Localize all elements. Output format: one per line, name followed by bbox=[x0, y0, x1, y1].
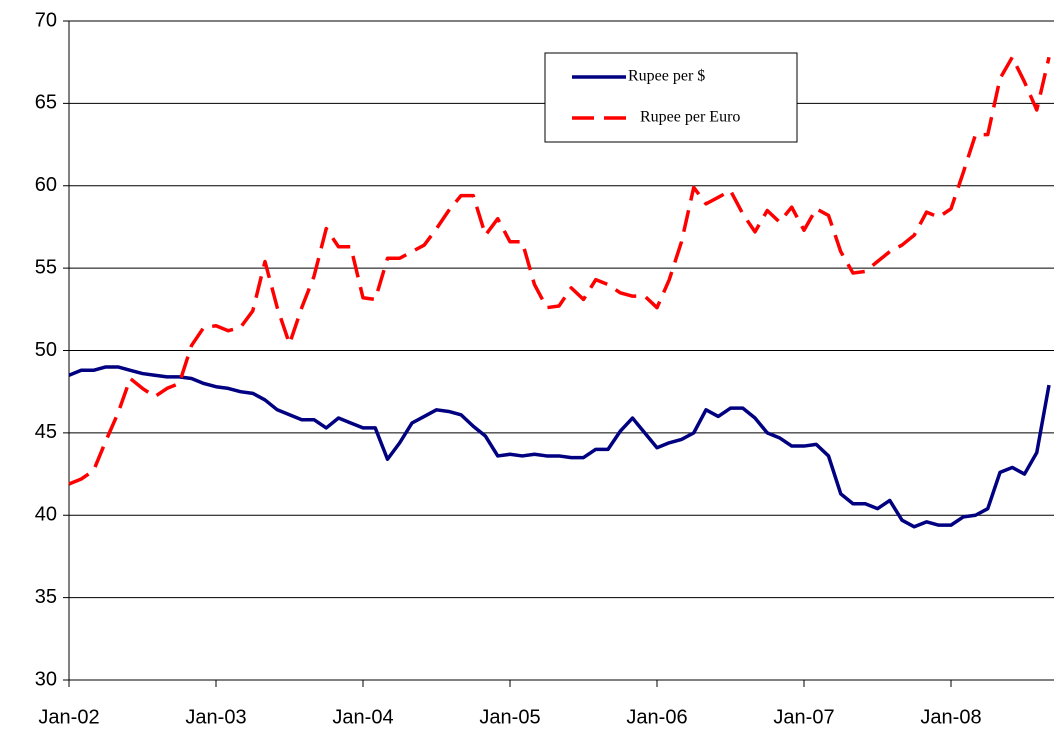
x-tick-label: Jan-03 bbox=[185, 706, 246, 728]
y-tick-label: 50 bbox=[35, 339, 57, 361]
legend-label: Rupee per Euro bbox=[640, 109, 740, 126]
legend-box bbox=[544, 52, 798, 143]
x-tick-label: Jan-05 bbox=[479, 706, 540, 728]
y-tick-label: 60 bbox=[35, 174, 57, 196]
y-tick-label: 55 bbox=[35, 256, 57, 278]
series-line bbox=[68, 365, 1051, 529]
legend-label: Rupee per $ bbox=[628, 68, 705, 85]
x-tick-label: Jan-04 bbox=[332, 706, 393, 728]
x-tick-label: Jan-02 bbox=[38, 706, 99, 728]
y-tick-label: 45 bbox=[35, 421, 57, 443]
y-tick-label: 40 bbox=[35, 504, 57, 526]
y-tick-label: 70 bbox=[35, 9, 57, 31]
y-tick-label: 65 bbox=[35, 92, 57, 114]
y-tick-label: 35 bbox=[35, 586, 57, 608]
series-line bbox=[68, 55, 1051, 486]
x-tick-label: Jan-07 bbox=[773, 706, 834, 728]
y-tick-label: 30 bbox=[35, 668, 57, 690]
x-tick-label: Jan-06 bbox=[626, 706, 687, 728]
x-tick-label: Jan-08 bbox=[920, 706, 981, 728]
